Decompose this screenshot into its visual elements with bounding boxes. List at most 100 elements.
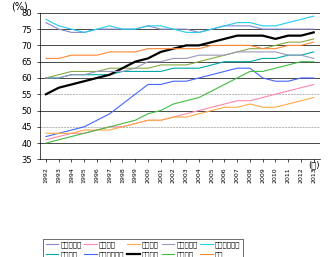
ギリシャ [197, 109, 201, 112]
ギリシャ [299, 86, 303, 89]
デンマーク [44, 21, 48, 24]
スペイン [222, 83, 226, 86]
イタリア [108, 128, 112, 132]
デンマーク [172, 27, 176, 31]
フランス [133, 70, 137, 73]
ドイツ [159, 63, 163, 67]
イタリア [44, 132, 48, 135]
フランス [184, 67, 188, 70]
スペイン [248, 70, 252, 73]
ドイツ [82, 70, 86, 73]
フランス [57, 76, 61, 79]
ドイツ [172, 63, 176, 67]
Line: アイルランド: アイルランド [46, 68, 314, 136]
英国 [172, 47, 176, 50]
アイルランド [108, 112, 112, 115]
ドイツ [299, 41, 303, 44]
英国 [274, 47, 278, 50]
オランダ [235, 34, 239, 37]
フランス [222, 60, 226, 63]
オランダ [184, 44, 188, 47]
アイルランド [274, 80, 278, 83]
英国 [312, 41, 316, 44]
スウェーデン [274, 24, 278, 27]
オランダ [222, 37, 226, 40]
ボルトガル [120, 70, 124, 73]
Line: ギリシャ: ギリシャ [46, 85, 314, 140]
ギリシャ [95, 128, 99, 132]
デンマーク [133, 27, 137, 31]
英国 [222, 44, 226, 47]
オランダ [210, 41, 214, 44]
スペイン [312, 60, 316, 63]
スペイン [70, 135, 74, 138]
ボルトガル [108, 70, 112, 73]
デンマーク [299, 27, 303, 31]
スペイン [108, 125, 112, 128]
ギリシャ [261, 96, 265, 99]
英国 [261, 47, 265, 50]
イタリア [146, 119, 150, 122]
ドイツ [274, 44, 278, 47]
英国 [95, 54, 99, 57]
アイルランド [299, 76, 303, 79]
アイルランド [197, 76, 201, 79]
ドイツ [57, 73, 61, 76]
英国 [248, 44, 252, 47]
アイルランド [172, 80, 176, 83]
スペイン [172, 103, 176, 106]
ギリシャ [274, 93, 278, 96]
フランス [312, 50, 316, 53]
フランス [172, 67, 176, 70]
スペイン [286, 63, 290, 67]
イタリア [299, 99, 303, 102]
スペイン [184, 99, 188, 102]
デンマーク [70, 31, 74, 34]
英国 [159, 47, 163, 50]
デンマーク [95, 27, 99, 31]
Line: ボルトガル: ボルトガル [46, 52, 314, 78]
ドイツ [312, 37, 316, 40]
オランダ [312, 31, 316, 34]
アイルランド [95, 119, 99, 122]
スウェーデン [172, 27, 176, 31]
アイルランド [312, 76, 316, 79]
Line: ドイツ: ドイツ [46, 39, 314, 78]
スペイン [197, 96, 201, 99]
イタリア [70, 132, 74, 135]
スペイン [44, 142, 48, 145]
フランス [146, 70, 150, 73]
英国 [120, 50, 124, 53]
フランス [120, 70, 124, 73]
ドイツ [248, 47, 252, 50]
スウェーデン [133, 27, 137, 31]
スペイン [133, 119, 137, 122]
オランダ [299, 34, 303, 37]
イタリア [222, 106, 226, 109]
ギリシャ [286, 89, 290, 93]
イタリア [197, 112, 201, 115]
ドイツ [44, 76, 48, 79]
ドイツ [261, 47, 265, 50]
英国 [184, 47, 188, 50]
スウェーデン [261, 24, 265, 27]
スウェーデン [222, 24, 226, 27]
デンマーク [222, 24, 226, 27]
英国 [82, 54, 86, 57]
オランダ [159, 50, 163, 53]
フランス [197, 67, 201, 70]
スウェーデン [286, 21, 290, 24]
スウェーデン [44, 18, 48, 21]
ギリシャ [235, 99, 239, 102]
ボルトガル [274, 50, 278, 53]
ドイツ [108, 67, 112, 70]
オランダ [44, 93, 48, 96]
イタリア [248, 103, 252, 106]
イタリア [133, 122, 137, 125]
イタリア [120, 125, 124, 128]
アイルランド [57, 132, 61, 135]
ボルトガル [286, 54, 290, 57]
ボルトガル [312, 57, 316, 60]
ボルトガル [82, 73, 86, 76]
アイルランド [286, 80, 290, 83]
